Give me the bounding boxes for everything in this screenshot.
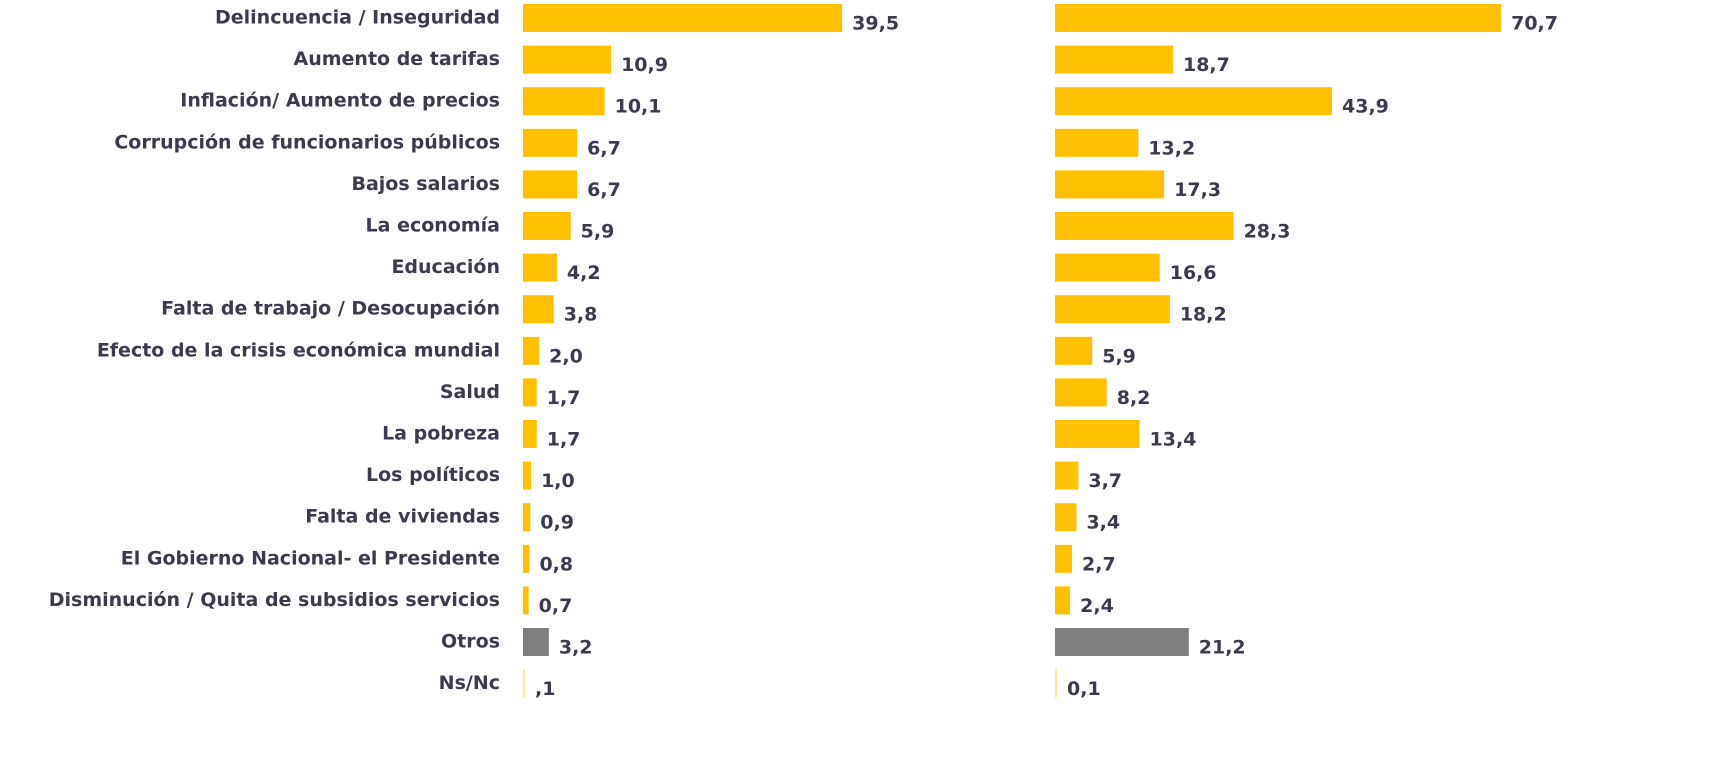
bar xyxy=(1055,544,1073,573)
bar xyxy=(523,336,540,365)
category-label: Delincuencia / Inseguridad xyxy=(215,7,500,29)
bar xyxy=(523,4,843,32)
category-label: Los políticos xyxy=(366,464,500,486)
bar xyxy=(523,544,530,573)
category-label: Falta de viviendas xyxy=(305,506,500,528)
category-label: La pobreza xyxy=(382,423,500,445)
bar xyxy=(523,420,537,448)
bar xyxy=(523,128,578,157)
value-label: 1,7 xyxy=(547,387,581,409)
value-label: 3,7 xyxy=(1088,470,1122,492)
value-label: 5,9 xyxy=(1102,345,1136,367)
value-label: 10,9 xyxy=(621,54,668,76)
bar xyxy=(523,295,554,324)
value-label: 17,3 xyxy=(1174,179,1221,201)
category-label: Educación xyxy=(391,256,500,278)
value-label: 5,9 xyxy=(581,221,615,243)
value-label: 3,4 xyxy=(1086,512,1120,534)
bar xyxy=(1055,212,1234,240)
value-label: 43,9 xyxy=(1342,96,1389,118)
bar xyxy=(523,253,557,282)
value-label: 13,2 xyxy=(1148,137,1195,159)
value-label: 3,2 xyxy=(559,637,593,659)
bar xyxy=(523,669,525,698)
value-label: 0,8 xyxy=(539,553,573,575)
value-label: 70,7 xyxy=(1511,13,1558,35)
value-label: ,1 xyxy=(535,678,555,700)
value-label: 28,3 xyxy=(1244,221,1291,243)
bar xyxy=(523,628,549,656)
category-label: Otros xyxy=(441,631,500,653)
value-label: 3,8 xyxy=(564,304,598,326)
category-label: Disminución / Quita de subsidios servici… xyxy=(49,589,500,611)
bar xyxy=(523,87,605,116)
value-label: 39,5 xyxy=(852,13,899,35)
bar xyxy=(1055,461,1079,490)
bar xyxy=(1055,336,1093,365)
category-label: Aumento de tarifas xyxy=(294,48,500,70)
bar xyxy=(1055,4,1502,32)
bar xyxy=(523,461,532,490)
value-label: 18,7 xyxy=(1183,54,1230,76)
value-label: 0,7 xyxy=(539,595,573,617)
category-label: El Gobierno Nacional- el Presidente xyxy=(121,547,500,569)
bar xyxy=(1055,628,1189,656)
value-label: 6,7 xyxy=(587,137,621,159)
bar xyxy=(1055,586,1071,615)
bar xyxy=(1055,87,1333,116)
value-label: 13,4 xyxy=(1150,429,1197,451)
bar xyxy=(523,503,531,532)
value-label: 16,6 xyxy=(1170,262,1217,284)
value-label: 0,1 xyxy=(1067,678,1101,700)
bar xyxy=(1055,253,1160,282)
bar xyxy=(523,45,612,74)
bar xyxy=(1055,420,1140,448)
category-label: La economía xyxy=(366,215,500,237)
value-label: 18,2 xyxy=(1180,304,1227,326)
bar xyxy=(1055,128,1139,157)
category-label: Salud xyxy=(440,381,500,403)
category-label: Ns/Nc xyxy=(439,672,500,694)
value-label: 2,4 xyxy=(1080,595,1114,617)
value-label: 8,2 xyxy=(1117,387,1151,409)
value-label: 4,2 xyxy=(567,262,601,284)
category-label: Inflación/ Aumento de precios xyxy=(180,90,500,112)
bar xyxy=(1055,669,1057,698)
bar xyxy=(523,170,578,199)
value-label: 2,7 xyxy=(1082,553,1116,575)
category-label: Bajos salarios xyxy=(351,173,500,195)
bar xyxy=(1055,45,1173,74)
value-label: 2,0 xyxy=(549,345,583,367)
value-label: 10,1 xyxy=(615,96,662,118)
value-label: 21,2 xyxy=(1199,637,1246,659)
value-label: 1,0 xyxy=(541,470,575,492)
bar xyxy=(1055,170,1165,199)
category-label: Falta de trabajo / Desocupación xyxy=(161,298,500,320)
bar xyxy=(523,586,529,615)
value-label: 0,9 xyxy=(540,512,574,534)
bar xyxy=(1055,503,1077,532)
bar xyxy=(1055,378,1107,407)
category-label: Corrupción de funcionarios públicos xyxy=(114,131,500,153)
value-label: 6,7 xyxy=(587,179,621,201)
value-label: 1,7 xyxy=(547,429,581,451)
category-label: Efecto de la crisis económica mundial xyxy=(97,339,500,361)
bar xyxy=(1055,295,1170,324)
bar xyxy=(523,378,537,407)
bar xyxy=(523,212,571,240)
